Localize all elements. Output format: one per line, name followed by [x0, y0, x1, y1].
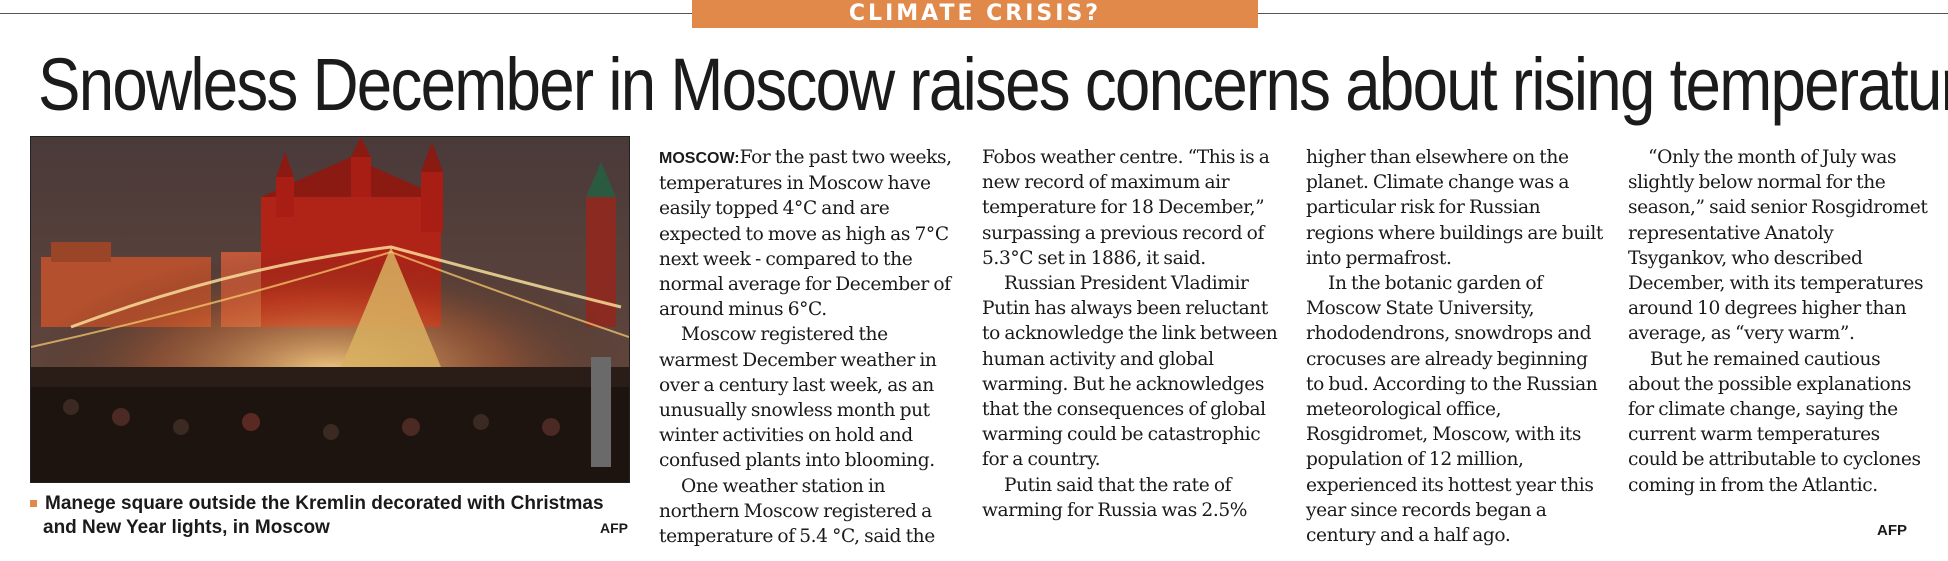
paragraph: Fobos weather centre. “This is a new rec…	[982, 147, 1270, 269]
paragraph: In the botanic garden of Moscow State Un…	[1306, 273, 1598, 547]
article-column-4: “Only the month of July was slightly bel…	[1628, 145, 1928, 498]
paragraph: One weather station in northern Moscow r…	[659, 475, 935, 548]
section-kicker: CLIMATE CRISIS?	[692, 0, 1258, 28]
news-photo	[30, 136, 630, 483]
caption-bullet-icon	[30, 500, 37, 508]
paragraph: Russian President Vladimir Putin has alw…	[982, 273, 1278, 471]
dateline: MOSCOW:	[659, 150, 740, 167]
article-column-2: Fobos weather centre. “This is a new rec…	[982, 145, 1282, 523]
article-credit: AFP	[1877, 522, 1907, 539]
photo-caption: Manege square outside the Kremlin decora…	[30, 492, 628, 540]
paragraph: Moscow registered the warmest December w…	[659, 324, 937, 472]
paragraph: Putin said that the rate of warming for …	[982, 474, 1248, 521]
paragraph: MOSCOW:For the past two weeks, temperatu…	[659, 145, 959, 322]
paragraph: But he remained cautious about the possi…	[1628, 348, 1921, 496]
paragraph-text: For the past two weeks, temperatures in …	[659, 147, 952, 321]
paragraph: higher than elsewhere on the planet. Cli…	[1306, 147, 1603, 269]
headline: Snowless December in Moscow raises conce…	[38, 43, 1948, 126]
caption-line-1: Manege square outside the Kremlin decora…	[45, 493, 604, 514]
paragraph: “Only the month of July was slightly bel…	[1628, 147, 1928, 345]
article-column-1: MOSCOW:For the past two weeks, temperatu…	[659, 145, 959, 549]
article-column-3: higher than elsewhere on the planet. Cli…	[1306, 145, 1606, 548]
caption-line-2: and New Year lights, in Moscow	[43, 517, 330, 538]
photo-credit: AFP	[600, 520, 628, 536]
